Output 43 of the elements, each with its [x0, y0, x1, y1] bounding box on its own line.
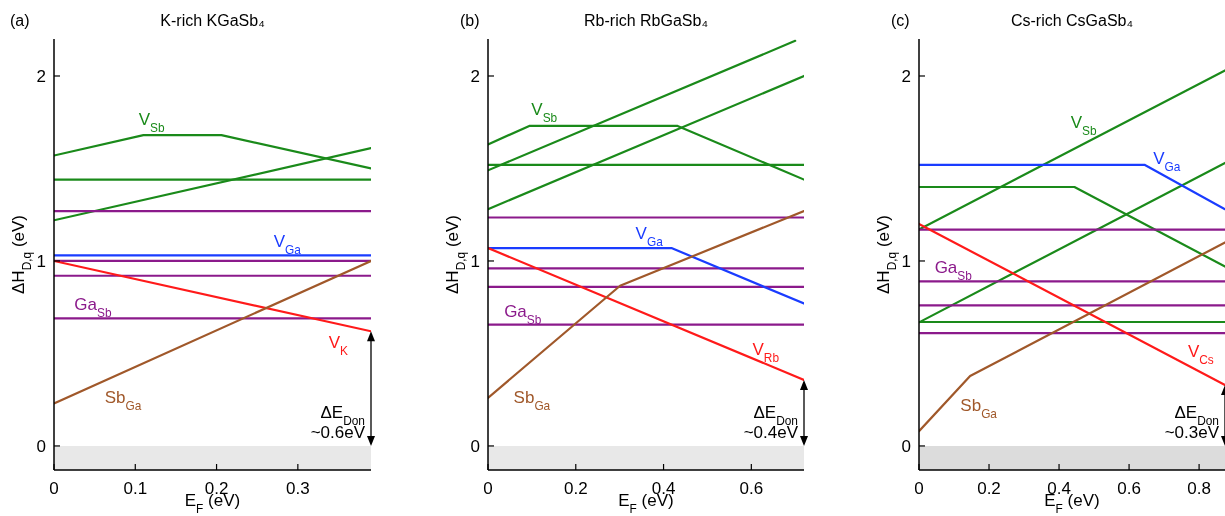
x-tick-label: 0.6	[739, 479, 764, 498]
annotation: ΔE$_{Don}$ ~0.6eV	[310, 402, 366, 442]
annotation: ΔE$_{Don}$ ~0.4eV	[743, 402, 799, 442]
x-tick-label: 0.3	[286, 479, 310, 498]
series-label: V$_{Ga}$	[635, 224, 664, 250]
series-label: V$_{Sb}$	[138, 109, 165, 135]
y-tick-label: 0	[36, 436, 46, 456]
series-label: V$_{Sb}$	[1070, 113, 1097, 139]
y-tick-label: 1	[36, 251, 46, 271]
series-label: V$_{K}$	[328, 333, 349, 359]
series-label: V$_{Rb}$	[752, 339, 780, 365]
y-tick-label: 0	[470, 436, 480, 456]
y-tick-label: 0	[901, 436, 911, 456]
text: (c)	[891, 12, 910, 29]
series-label: Ga$_{Sb}$	[504, 301, 542, 327]
x-tick-label: 0	[49, 479, 59, 498]
chart-title: Rb-rich RbGaSb₄	[584, 12, 708, 29]
y-tick-label: 2	[901, 67, 911, 86]
x-tick-label: 0.6	[1117, 479, 1141, 498]
x-tick-label: 0	[483, 479, 493, 498]
x-tick-label: 0.8	[1187, 479, 1211, 498]
series-label: Sb$_{Ga}$	[960, 396, 998, 422]
series-label: Sb$_{Ga}$	[513, 387, 551, 413]
series-label: Ga$_{Sb}$	[934, 257, 973, 283]
text: (b)	[460, 12, 480, 29]
text: (a)	[10, 12, 30, 29]
x-tick-label: 0.2	[977, 479, 1001, 498]
series-label: V$_{Cs}$	[1187, 342, 1214, 368]
y-tick-label: 2	[470, 67, 480, 86]
y-tick-label: 1	[470, 251, 480, 271]
x-tick-label: 0	[914, 479, 924, 498]
chart-title: K-rich KGaSb₄	[160, 12, 265, 29]
series-label: V$_{Sb}$	[531, 100, 558, 126]
series-label: Sb$_{Ga}$	[104, 387, 142, 413]
y-tick-label: 1	[901, 251, 911, 271]
x-tick-label: 0.1	[123, 479, 148, 498]
series-label: V$_{Ga}$	[1153, 148, 1181, 174]
chart-title: Cs-rich CsGaSb₄	[1010, 12, 1134, 29]
y-tick-label: 2	[36, 67, 46, 86]
x-tick-label: 0.2	[563, 479, 588, 498]
series-label: Ga$_{Sb}$	[74, 294, 112, 320]
annotation: ΔE$_{Don}$ ~0.3eV	[1164, 402, 1220, 442]
series-label: V$_{Ga}$	[273, 231, 302, 257]
